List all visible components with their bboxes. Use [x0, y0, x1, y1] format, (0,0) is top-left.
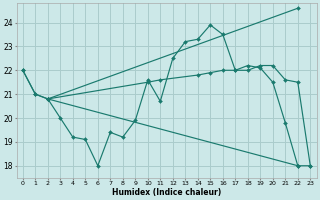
X-axis label: Humidex (Indice chaleur): Humidex (Indice chaleur) — [112, 188, 221, 197]
